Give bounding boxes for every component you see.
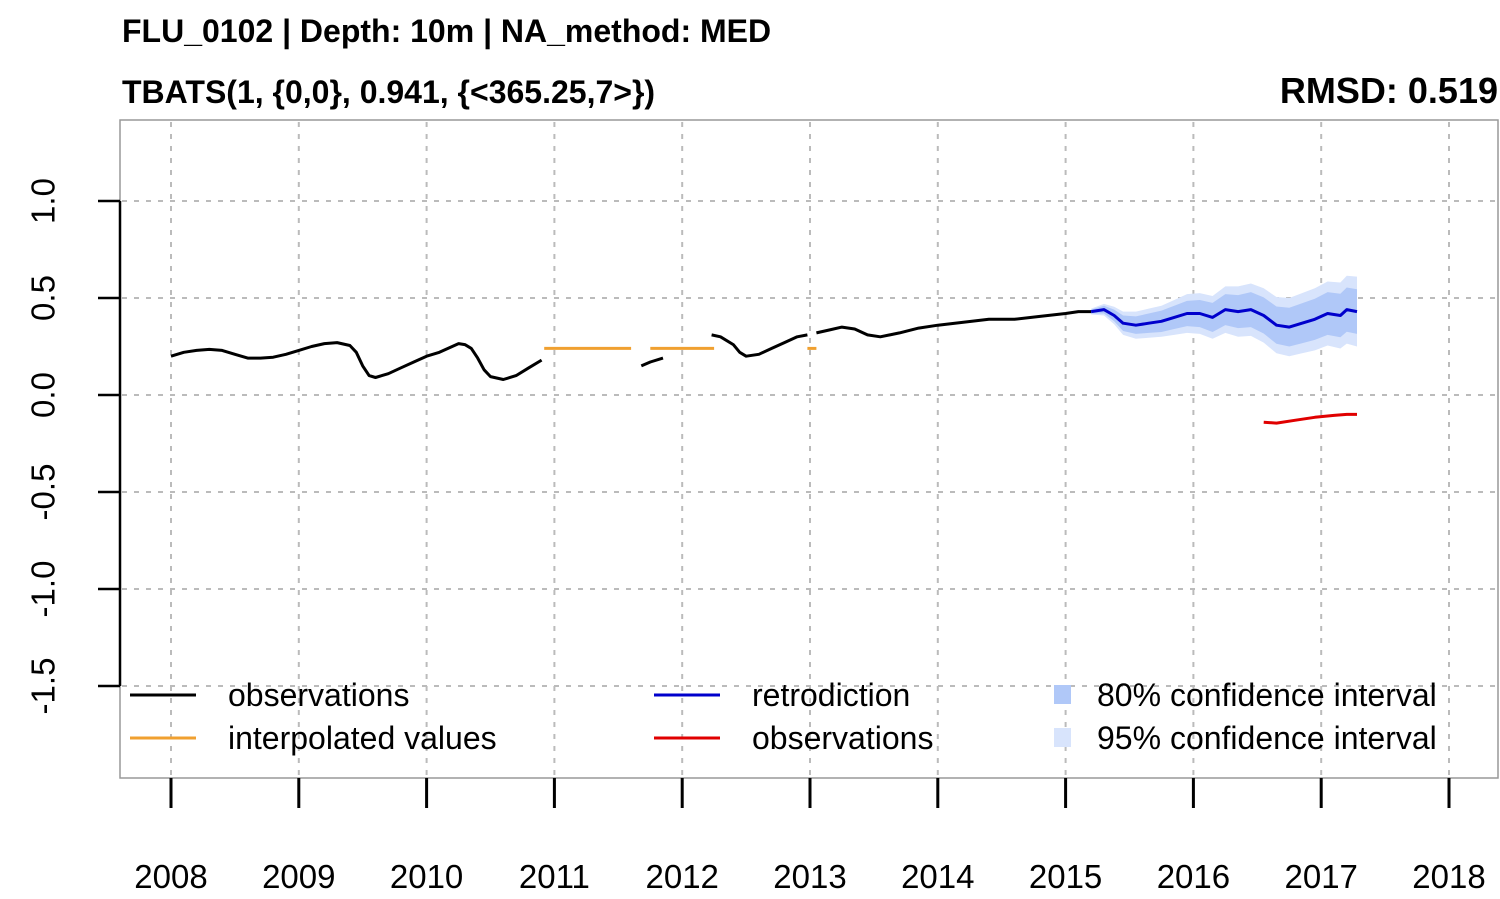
x-tick-label: 2016 bbox=[1157, 858, 1230, 895]
x-tick-label: 2009 bbox=[262, 858, 335, 895]
legend-label: retrodiction bbox=[752, 677, 910, 713]
series-line-test bbox=[1263, 412, 1357, 425]
legend-swatch-box bbox=[1054, 685, 1071, 704]
x-tick-label: 2012 bbox=[645, 858, 718, 895]
y-axis: -1.5 -1.0 -0.5 0.0 0.5 1.0 bbox=[25, 178, 122, 715]
x-tick-label: 2014 bbox=[901, 858, 974, 895]
rmsd-label: RMSD: 0.519 bbox=[1280, 70, 1498, 111]
series-line-observed bbox=[711, 333, 808, 358]
y-tick-label: -1.5 bbox=[25, 658, 62, 715]
legend-swatch-box bbox=[1054, 728, 1071, 747]
series-line-observed bbox=[816, 310, 1092, 339]
ci80-band bbox=[1091, 287, 1357, 347]
grid bbox=[122, 122, 1496, 776]
legend: observations interpolated values retrodict… bbox=[130, 677, 1437, 756]
x-tick-label: 2015 bbox=[1029, 858, 1102, 895]
series-line-observed bbox=[640, 356, 664, 368]
x-tick-label: 2013 bbox=[773, 858, 846, 895]
x-tick-label: 2018 bbox=[1412, 858, 1485, 895]
legend-label: 80% confidence interval bbox=[1097, 677, 1437, 713]
legend-label: observations bbox=[228, 677, 409, 713]
ci80-band-area bbox=[1091, 287, 1357, 347]
series-line-observed bbox=[170, 341, 543, 381]
chart-title: FLU_0102 | Depth: 10m | NA_method: MED bbox=[122, 13, 771, 49]
y-tick-label: 0.0 bbox=[25, 372, 62, 418]
series-line-forecast bbox=[1090, 308, 1358, 329]
series bbox=[170, 308, 1358, 425]
x-tick-label: 2010 bbox=[390, 858, 463, 895]
legend-label: observations bbox=[752, 720, 933, 756]
x-tick-label: 2017 bbox=[1284, 858, 1357, 895]
y-tick-label: -0.5 bbox=[25, 464, 62, 521]
chart-subtitle: TBATS(1, {0,0}, 0.941, {<365.25,7>}) bbox=[122, 74, 655, 110]
legend-label: 95% confidence interval bbox=[1097, 720, 1437, 756]
y-tick-label: 1.0 bbox=[25, 178, 62, 224]
x-tick-label: 2008 bbox=[134, 858, 207, 895]
x-tick-label: 2011 bbox=[519, 858, 590, 895]
y-tick-label: 0.5 bbox=[25, 275, 62, 321]
y-tick-label: -1.0 bbox=[25, 561, 62, 618]
legend-label: interpolated values bbox=[228, 720, 497, 756]
x-axis: 2008 2009 2010 2011 2012 2013 2014 2015 2016 2017… bbox=[134, 778, 1486, 895]
